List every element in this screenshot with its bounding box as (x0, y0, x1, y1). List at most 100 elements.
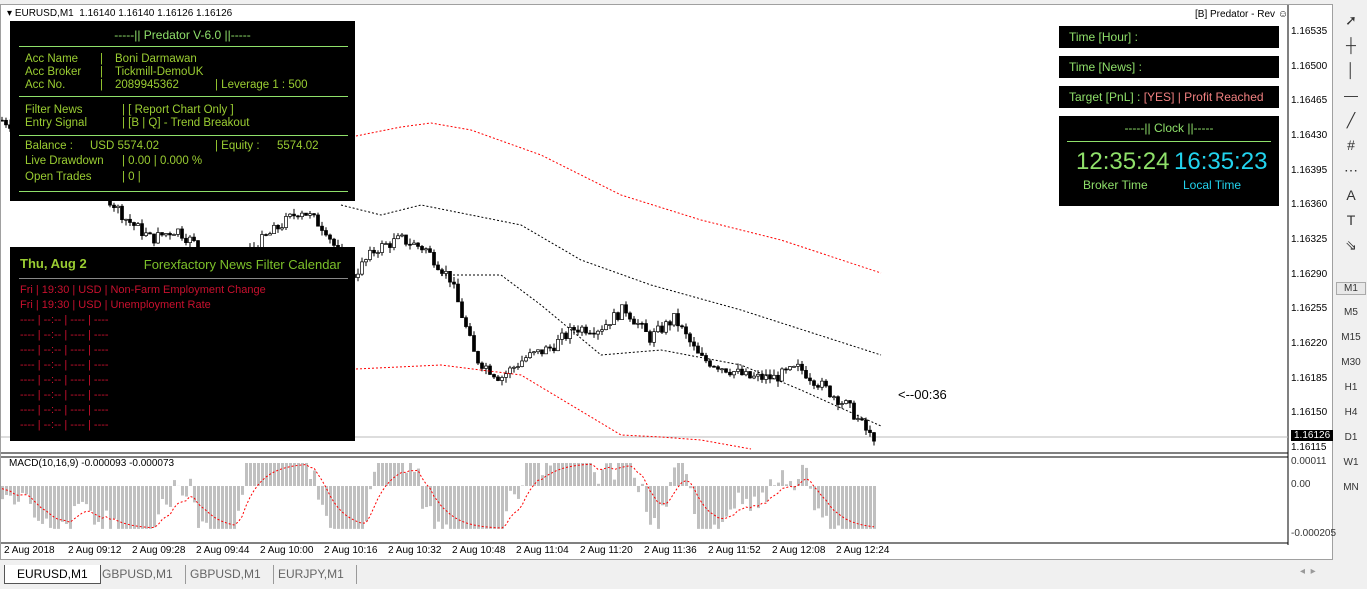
timeframe-h4[interactable]: H4 (1344, 407, 1358, 418)
macd-bar (593, 472, 596, 486)
macd-bar (645, 486, 648, 512)
candle (556, 339, 560, 352)
news-empty-row: ---- | --:-- | ---- | ---- (20, 314, 109, 326)
macd-bar (361, 486, 364, 529)
macd-bar (705, 486, 708, 529)
candle (284, 216, 288, 228)
candle (384, 243, 388, 245)
macd-bar (97, 486, 100, 522)
time-news-box: Time [News] : (1059, 56, 1279, 78)
candle (480, 362, 484, 369)
trendline-icon[interactable]: ╱ (1346, 112, 1356, 128)
macd-bar (537, 463, 540, 486)
macd-bar (749, 486, 752, 511)
macd-bar (165, 486, 168, 505)
time-tick: 2 Aug 10:00 (260, 545, 314, 556)
macd-bar (153, 486, 156, 528)
candle (668, 321, 672, 326)
macd-bar (565, 463, 568, 486)
news-event: Fri | 19:30 | USD | Non-Farm Employment … (20, 284, 266, 296)
timeframe-m1[interactable]: M1 (1336, 282, 1366, 295)
arrows-icon[interactable]: ⇘ (1345, 237, 1357, 253)
macd-bar (149, 486, 152, 529)
macd-bar (301, 463, 304, 486)
tab-eurjpy-m1[interactable]: EURJPY,M1 (266, 565, 357, 584)
macd-bar (369, 486, 372, 490)
drawdown-label: Live Drawdown (25, 155, 104, 167)
macd-bar (141, 486, 144, 529)
timeframe-m5[interactable]: M5 (1344, 307, 1358, 318)
timeframe-m30[interactable]: M30 (1341, 357, 1361, 368)
timeframe-d1[interactable]: D1 (1344, 432, 1358, 443)
acc-value: 2089945362 (115, 79, 179, 91)
macd-bar (497, 486, 500, 529)
candle (408, 243, 412, 246)
tab-eurusd-m1[interactable]: EURUSD,M1 (4, 565, 101, 584)
macd-bar (597, 483, 600, 486)
macd-bar (473, 486, 476, 529)
time-tick: 2 Aug 11:36 (644, 545, 697, 556)
timeframe-m15[interactable]: M15 (1341, 332, 1361, 343)
horizontal-line-icon[interactable]: — (1344, 87, 1358, 103)
macd-bar (121, 486, 124, 529)
macd-bar (417, 468, 420, 486)
scroll-arrows-icon[interactable]: ◂ ▸ (1300, 566, 1316, 577)
timeframe-w1[interactable]: W1 (1343, 457, 1359, 468)
candle (116, 205, 120, 208)
macd-bar (437, 486, 440, 522)
cursor-icon[interactable]: ➚ (1345, 12, 1357, 28)
candle (440, 269, 444, 274)
news-event: Fri | 19:30 | USD | Unemployment Rate (20, 299, 211, 311)
macd-bar (253, 463, 256, 486)
macd-bar (217, 486, 220, 529)
timeframe-h1[interactable]: H1 (1344, 382, 1358, 393)
macd-bar (89, 486, 92, 511)
macd-bar (433, 486, 436, 529)
macd-bar (633, 477, 636, 486)
crosshair-icon[interactable]: ┼ (1346, 37, 1356, 53)
macd-bar (857, 486, 860, 529)
macd-bar (841, 486, 844, 529)
candle (276, 224, 280, 230)
text-label-icon[interactable]: T (1346, 212, 1356, 228)
candle (500, 377, 504, 381)
text-icon[interactable]: A (1346, 187, 1356, 203)
macd-bar (189, 478, 192, 486)
candle (540, 349, 544, 355)
macd-bar (745, 486, 748, 499)
candle (604, 324, 608, 331)
candle (584, 326, 588, 334)
target-label: Target [PnL] : (1069, 90, 1141, 104)
tab-gbpusd-m1[interactable]: GBPUSD,M1 (90, 565, 186, 584)
macd-bar (553, 463, 556, 486)
candle (788, 366, 792, 371)
macd-bar (173, 480, 176, 486)
fibo-fan-icon[interactable]: ⋯ (1344, 162, 1358, 178)
vertical-line-icon[interactable]: │ (1346, 62, 1356, 78)
fibonacci-icon[interactable]: # (1347, 137, 1355, 153)
macd-bar (641, 483, 644, 486)
macd-bar (1, 486, 4, 500)
macd-bar (725, 486, 728, 517)
candle (472, 335, 476, 352)
macd-bar (697, 486, 700, 529)
candle (376, 252, 380, 254)
timeframe-mn[interactable]: MN (1343, 482, 1359, 493)
macd-bar (833, 486, 836, 529)
envelope-band (355, 364, 752, 450)
candle (680, 325, 684, 328)
time-tick: 2 Aug 2018 (4, 545, 55, 556)
macd-bar (761, 486, 764, 493)
macd-bar (105, 486, 108, 511)
price-tick: 1.16290 (1291, 268, 1328, 280)
macd-bar (13, 486, 16, 505)
macd-bar (61, 486, 64, 522)
macd-bar (845, 486, 848, 529)
macd-bar (45, 486, 48, 519)
macd-bar (669, 482, 672, 486)
tab-gbpusd-m1[interactable]: GBPUSD,M1 (178, 565, 274, 584)
target-box: Target [PnL] : [YES] | Profit Reached (1059, 86, 1279, 108)
candle (288, 213, 292, 217)
candle (112, 204, 116, 208)
macd-bar (829, 486, 832, 529)
